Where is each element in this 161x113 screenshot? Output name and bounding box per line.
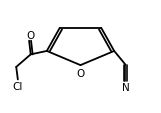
Text: O: O: [26, 30, 34, 40]
Text: N: N: [122, 82, 129, 92]
Text: O: O: [76, 68, 85, 78]
Text: Cl: Cl: [13, 81, 23, 91]
